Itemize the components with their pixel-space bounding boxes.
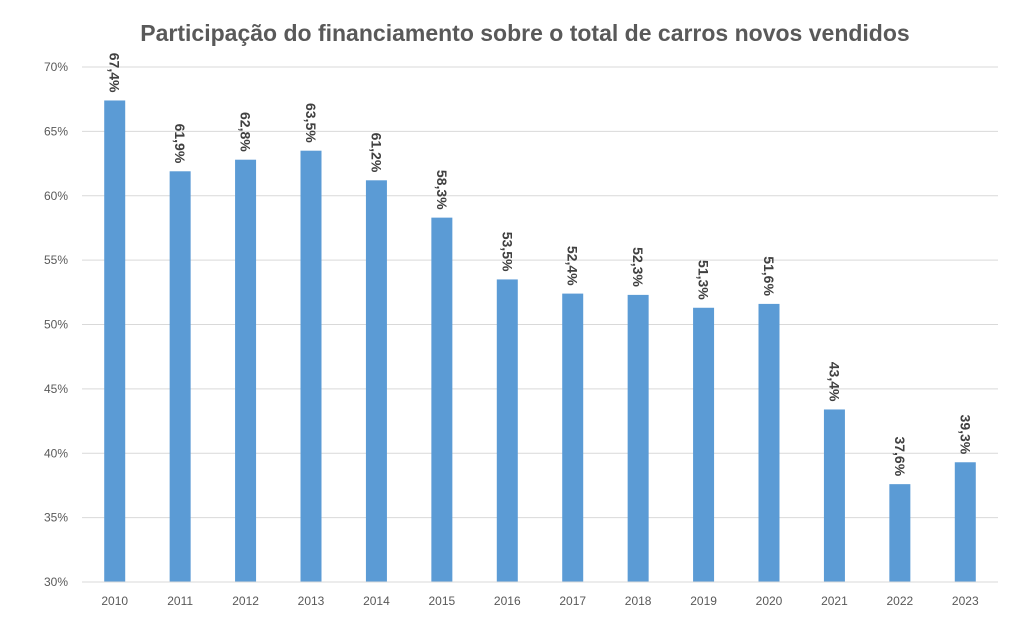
data-label: 58,3% (434, 170, 450, 210)
data-label: 61,2% (368, 133, 384, 173)
y-tick-label: 50% (44, 318, 68, 332)
bar (954, 462, 976, 582)
x-tick-label: 2018 (625, 594, 652, 608)
bar (889, 484, 911, 582)
x-tick-label: 2023 (952, 594, 979, 608)
chart-title: Participação do financiamento sobre o to… (140, 20, 910, 46)
bar (693, 307, 715, 582)
x-tick-label: 2010 (101, 594, 128, 608)
bar (562, 293, 584, 582)
bar (365, 180, 387, 583)
bar (300, 150, 322, 582)
y-tick-label: 65% (44, 124, 68, 138)
data-label: 52,3% (630, 247, 646, 287)
bar (235, 159, 257, 582)
x-tick-label: 2014 (363, 594, 390, 608)
bar (627, 294, 649, 582)
bar (169, 171, 191, 582)
data-label: 51,3% (696, 260, 712, 300)
x-tick-label: 2021 (821, 594, 848, 608)
data-label: 63,5% (303, 103, 319, 143)
y-tick-label: 30% (44, 575, 68, 589)
x-tick-label: 2012 (232, 594, 259, 608)
bar (431, 217, 453, 582)
bar (758, 303, 780, 582)
data-label: 53,5% (499, 232, 515, 272)
y-tick-label: 40% (44, 446, 68, 460)
y-tick-label: 60% (44, 189, 68, 203)
x-tick-label: 2013 (298, 594, 325, 608)
y-tick-label: 70% (44, 60, 68, 74)
data-label: 52,4% (565, 246, 581, 286)
data-label: 39,3% (957, 415, 973, 455)
data-label: 51,6% (761, 256, 777, 296)
bar (496, 279, 518, 582)
bar (104, 100, 126, 582)
x-tick-label: 2017 (559, 594, 586, 608)
x-tick-label: 2016 (494, 594, 521, 608)
data-label: 37,6% (892, 436, 908, 476)
x-tick-label: 2011 (167, 594, 193, 608)
data-label: 61,9% (172, 124, 188, 164)
x-tick-label: 2019 (690, 594, 717, 608)
x-tick-label: 2022 (887, 594, 914, 608)
data-label: 62,8% (238, 112, 254, 152)
x-tick-label: 2020 (756, 594, 783, 608)
y-tick-label: 45% (44, 382, 68, 396)
data-label: 43,4% (826, 362, 842, 402)
bar (823, 409, 845, 582)
y-tick-label: 55% (44, 253, 68, 267)
y-tick-label: 35% (44, 511, 68, 525)
x-tick-label: 2015 (429, 594, 456, 608)
data-label: 67,4% (107, 53, 123, 93)
